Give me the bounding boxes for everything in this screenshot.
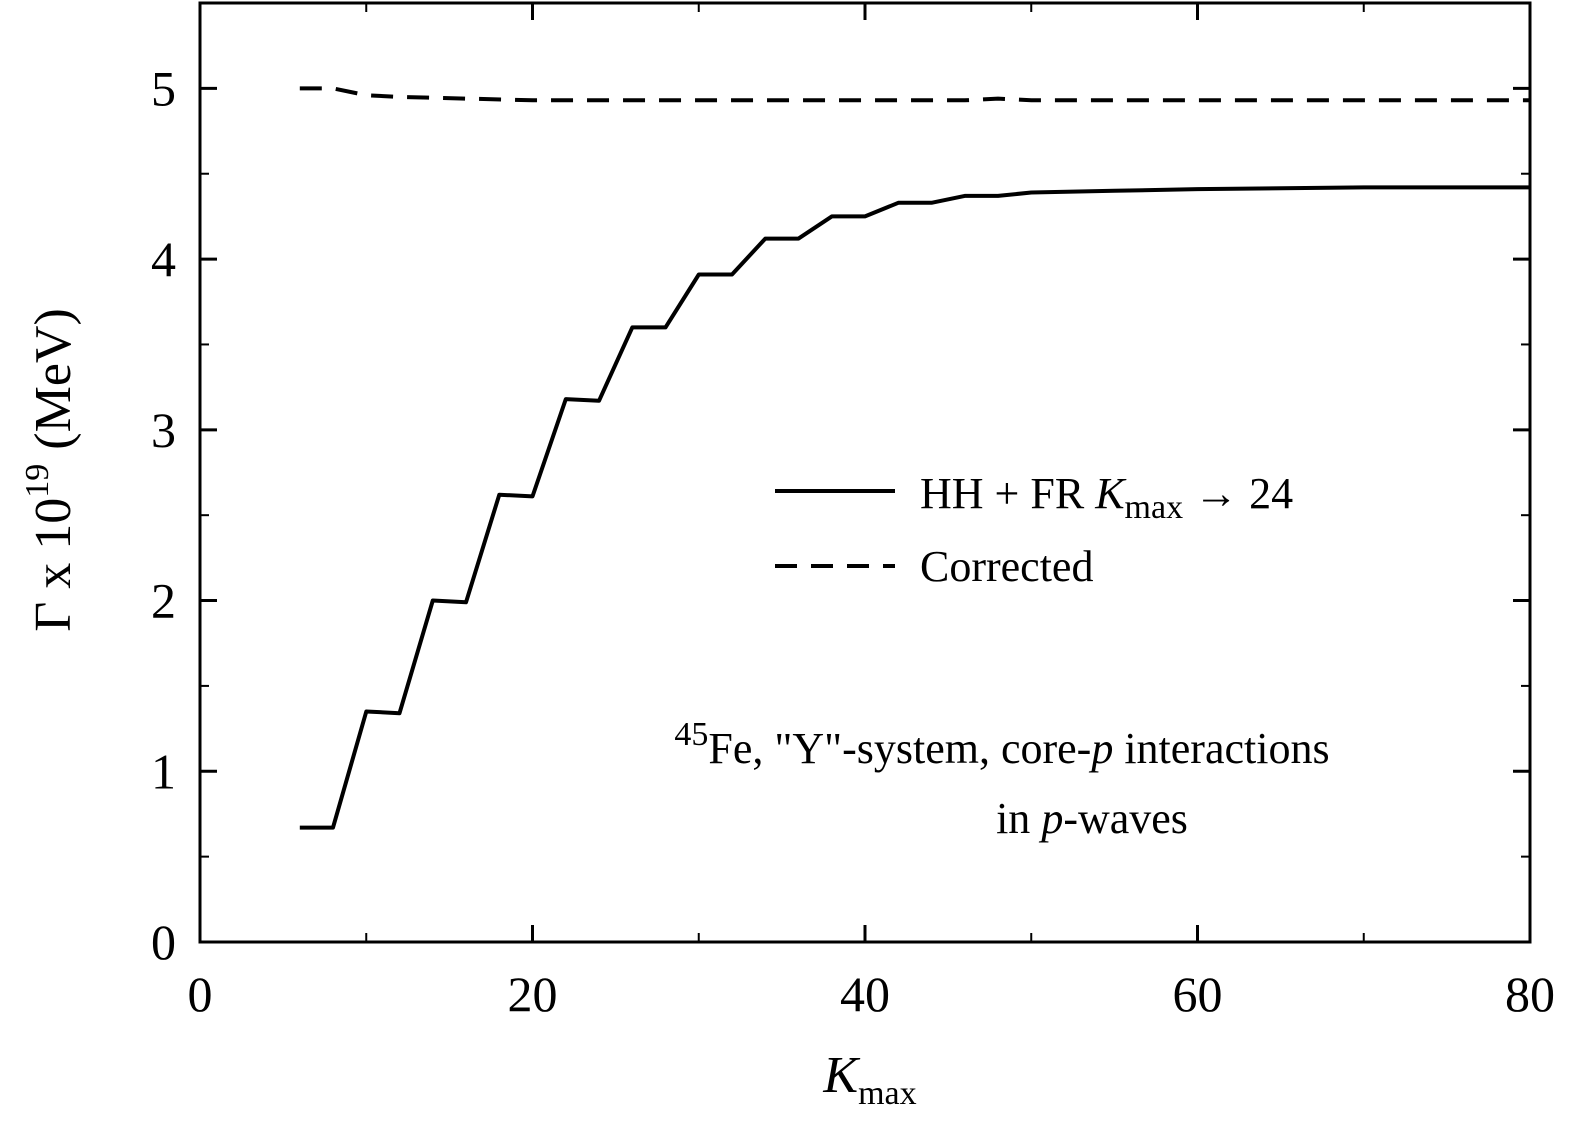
legend: HH + FR Kmax → 24 Corrected xyxy=(775,469,1293,591)
x-tick-label: 20 xyxy=(508,966,558,1022)
legend-solid-label: HH + FR Kmax → 24 xyxy=(920,469,1293,526)
series-corrected-line xyxy=(299,86,1530,103)
x-tick-label: 80 xyxy=(1505,966,1555,1022)
annotation-line-2: in p-waves xyxy=(996,794,1188,843)
y-tick-label: 1 xyxy=(151,743,176,799)
y-tick-label: 5 xyxy=(151,60,176,116)
y-tick-label: 4 xyxy=(151,231,176,287)
y-tick-label: 2 xyxy=(151,573,176,629)
x-tick-label: 0 xyxy=(188,966,213,1022)
legend-dashed-label: Corrected xyxy=(920,542,1093,591)
y-tick-label: 0 xyxy=(151,914,176,970)
series-hh-fr-line xyxy=(299,185,1530,830)
tick-labels: 0 20 40 60 80 0 1 2 3 4 5 xyxy=(151,60,1555,1022)
y-tick-label: 3 xyxy=(151,402,176,458)
x-tick-label: 40 xyxy=(840,966,890,1022)
annotation-line-1: 45Fe, "Y"-system, core-p interactions xyxy=(674,716,1329,773)
x-tick-label: 60 xyxy=(1173,966,1223,1022)
x-axis-title: Kmax xyxy=(822,1047,916,1112)
series-layer xyxy=(299,86,1530,830)
major-ticks xyxy=(198,3,1532,944)
annotation: 45Fe, "Y"-system, core-p interactions in… xyxy=(674,716,1329,843)
plot-frame xyxy=(198,1,1532,944)
minor-ticks xyxy=(200,2,1530,942)
y-axis-title: Γ x 1019(MeV) xyxy=(19,308,82,632)
